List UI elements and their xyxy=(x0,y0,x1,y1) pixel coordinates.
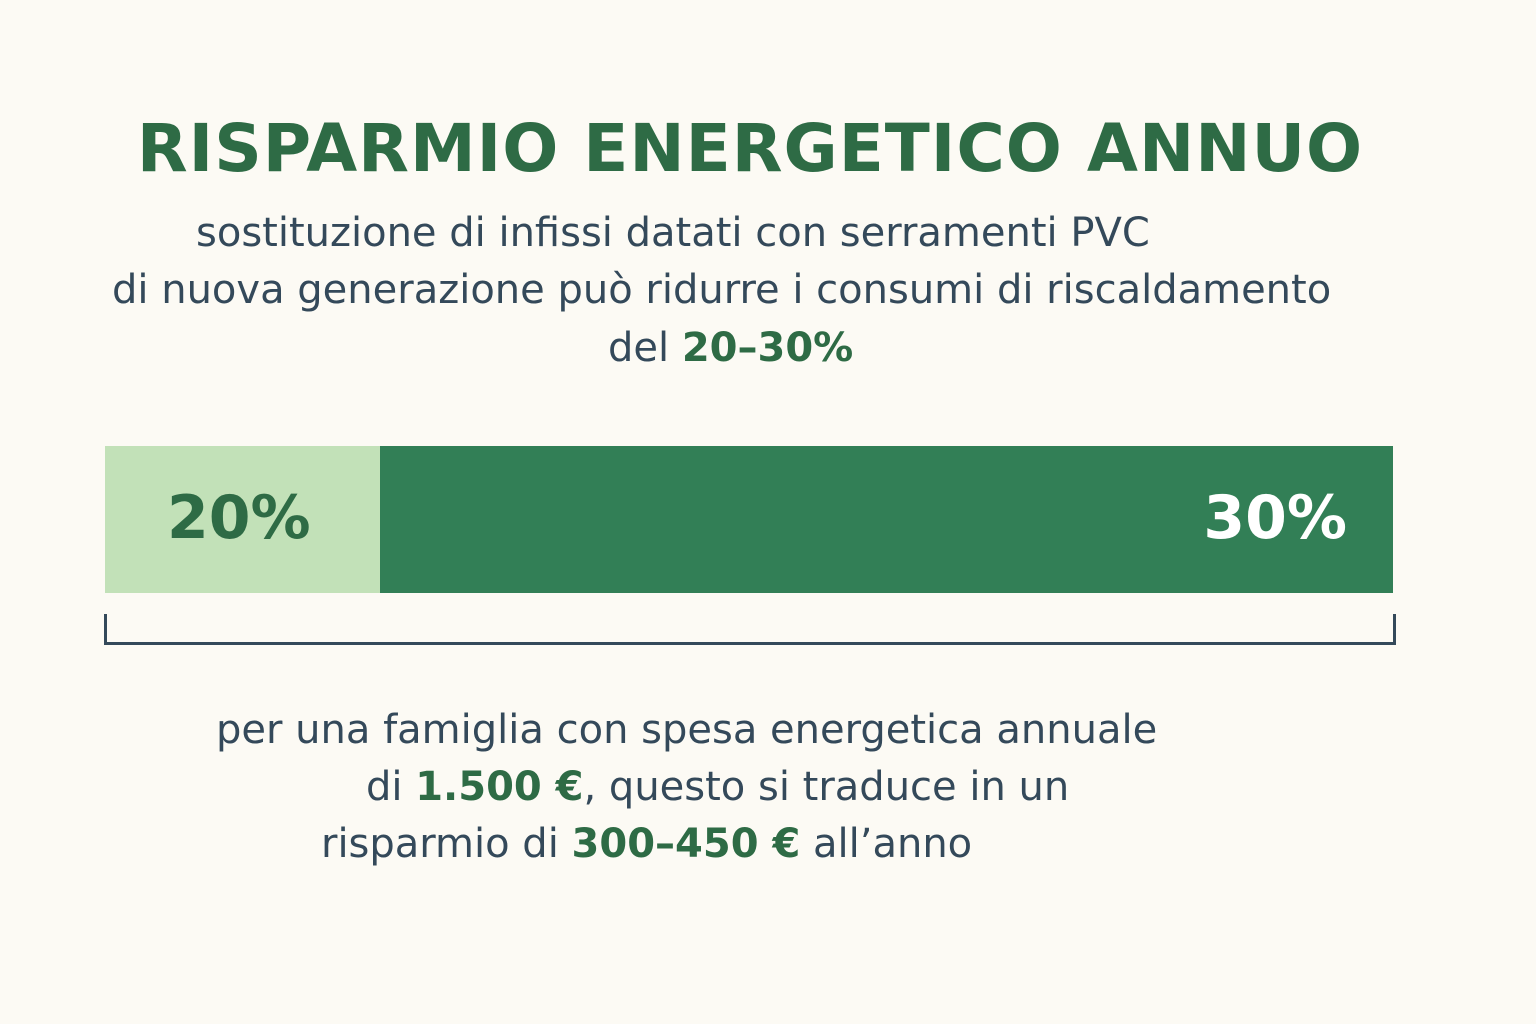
percentage-range-highlight: 20–30% xyxy=(681,325,854,371)
savings-amount-highlight: 300–450 € xyxy=(571,821,801,867)
annual-spend-highlight: 1.500 € xyxy=(415,764,584,810)
subtitle-line-3: del 20–30% xyxy=(608,328,853,368)
subtitle-line-1: sostituzione di infissi datati con serra… xyxy=(196,210,1150,256)
page-title: RISPARMIO ENERGETICO ANNUO xyxy=(136,110,1364,187)
footer-line-3-prefix: risparmio di xyxy=(321,821,572,867)
bar-segment-high: 30% xyxy=(380,446,1393,593)
footer-line-3-suffix: all’anno xyxy=(800,821,973,867)
footer-line-3: risparmio di 300–450 € all’anno xyxy=(321,824,972,864)
savings-range-bar: 20% 30% xyxy=(105,446,1393,593)
footer-line-2: di 1.500 €, questo si traduce in un xyxy=(366,767,1069,807)
bar-label-high: 30% xyxy=(1203,483,1347,553)
bar-label-low: 20% xyxy=(167,483,311,553)
bar-segment-low: 20% xyxy=(105,446,380,593)
range-bracket xyxy=(104,614,1396,645)
footer-line-1: per una famiglia con spesa energetica an… xyxy=(216,707,1158,753)
subtitle-line-3-prefix: del xyxy=(608,325,682,371)
footer-line-2-prefix: di xyxy=(366,764,416,810)
subtitle-line-2: di nuova generazione può ridurre i consu… xyxy=(112,267,1332,313)
footer-line-2-suffix: , questo si traduce in un xyxy=(583,764,1070,810)
